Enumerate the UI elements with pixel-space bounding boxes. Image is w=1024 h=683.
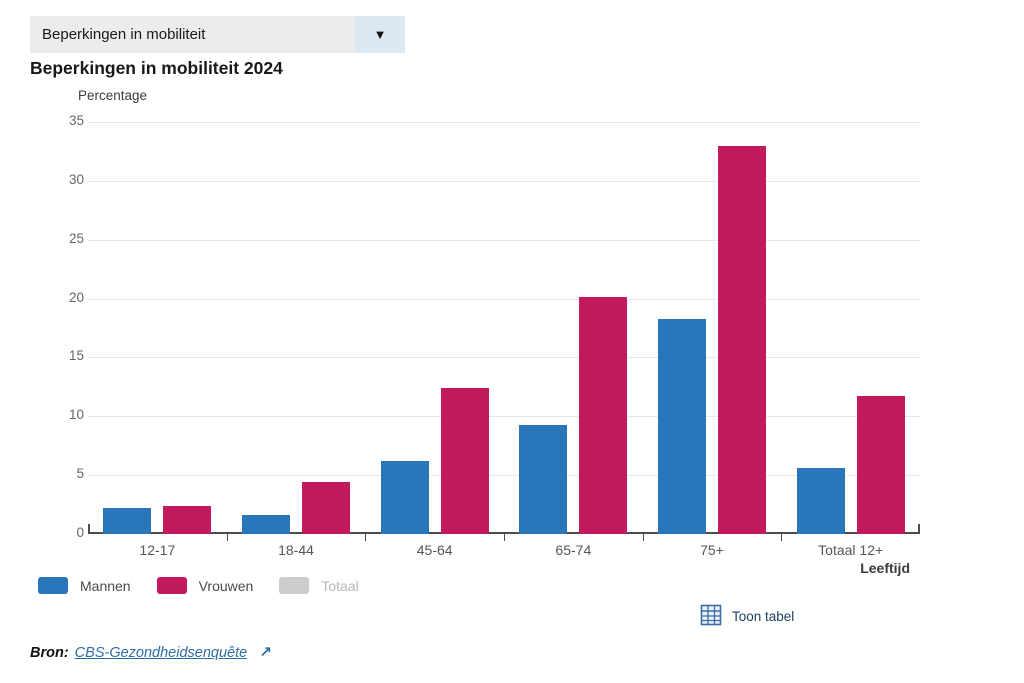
y-tick-25: 25	[68, 230, 84, 246]
y-tick-0: 0	[76, 525, 84, 540]
source-link[interactable]: CBS-Gezondheidsenquête	[74, 645, 248, 661]
external-link-icon: ↗	[259, 644, 272, 661]
gridline-10	[88, 416, 920, 418]
y-tick-15: 15	[68, 348, 84, 364]
bar-mannen-12-17	[103, 508, 152, 534]
chevron-down-icon: ▼	[373, 27, 387, 42]
bar-mannen-45-64	[380, 461, 429, 534]
y-tick-10: 10	[68, 407, 84, 423]
gridline-5	[88, 475, 920, 477]
dropdown-arrow-button[interactable]: ▼	[355, 16, 405, 53]
y-tick-20: 20	[68, 289, 84, 305]
legend-item-totaal[interactable]: Totaal	[279, 577, 359, 594]
x-axis-tick	[781, 534, 783, 541]
page-title: Beperkingen in mobiliteit 2024	[30, 58, 283, 78]
x-category-18-44: 18-44	[278, 542, 314, 558]
source-line: Bron: CBS-Gezondheidsenquête ↗	[30, 643, 272, 661]
x-axis-tick	[504, 534, 505, 541]
legend-swatch-vrouwen	[156, 577, 187, 594]
source-label: Bron:	[30, 645, 69, 661]
gridline-20	[88, 298, 920, 300]
x-category-totaal-12: Totaal 12+	[818, 542, 884, 558]
y-axis-label: Percentage	[78, 88, 148, 103]
axis-endcap-right	[918, 524, 920, 532]
bar-mannen-totaal-12	[796, 468, 845, 534]
table-icon	[700, 604, 722, 629]
bar-vrouwen-18-44	[302, 482, 350, 534]
topic-dropdown-value[interactable]: Beperkingen in mobiliteit	[30, 16, 355, 53]
legend-swatch-totaal	[279, 577, 310, 594]
x-axis-tick	[226, 534, 228, 541]
legend-label-totaal: Totaal	[321, 577, 359, 594]
bar-vrouwen-totaal-12	[856, 396, 905, 534]
gridline-25	[88, 239, 920, 241]
legend-swatch-mannen	[38, 577, 68, 594]
x-axis-label: Leeftijd	[860, 560, 910, 576]
topic-dropdown[interactable]: Beperkingen in mobiliteit ▼	[30, 16, 405, 53]
y-tick-30: 30	[68, 171, 84, 187]
bar-vrouwen-65-74	[579, 297, 628, 534]
axis-endcap-left	[88, 524, 90, 532]
x-category-65-74: 65-74	[555, 542, 592, 558]
show-table-button[interactable]: Toon tabel	[700, 604, 794, 629]
legend-item-mannen[interactable]: Mannen	[38, 577, 131, 594]
x-category-12-17: 12-17	[139, 542, 176, 558]
legend-item-vrouwen[interactable]: Vrouwen	[156, 577, 254, 594]
legend-label-mannen: Mannen	[80, 577, 131, 594]
legend: Mannen Vrouwen Totaal	[38, 577, 359, 594]
bar-vrouwen-12-17	[163, 505, 212, 534]
x-category-45-64: 45-64	[416, 542, 453, 558]
bar-vrouwen-45-64	[440, 388, 489, 534]
y-tick-5: 5	[76, 466, 84, 482]
show-table-label: Toon tabel	[732, 609, 795, 624]
bar-mannen-75	[658, 318, 706, 534]
gridline-30	[88, 180, 920, 182]
bar-mannen-18-44	[242, 515, 290, 534]
x-axis-tick	[365, 534, 367, 541]
x-category-75: 75+	[700, 542, 724, 558]
bar-mannen-65-74	[519, 424, 568, 534]
y-tick-35: 35	[68, 113, 84, 128]
legend-label-vrouwen: Vrouwen	[198, 577, 254, 594]
chart: Percentage Leeftijd 0 5 10 15 20 25 30 35 12-17 1…	[30, 88, 970, 580]
plot-area	[88, 122, 920, 541]
bar-vrouwen-75	[718, 145, 766, 534]
gridline-15	[88, 357, 920, 359]
x-axis-tick	[642, 534, 644, 541]
gridline-35	[88, 122, 920, 123]
